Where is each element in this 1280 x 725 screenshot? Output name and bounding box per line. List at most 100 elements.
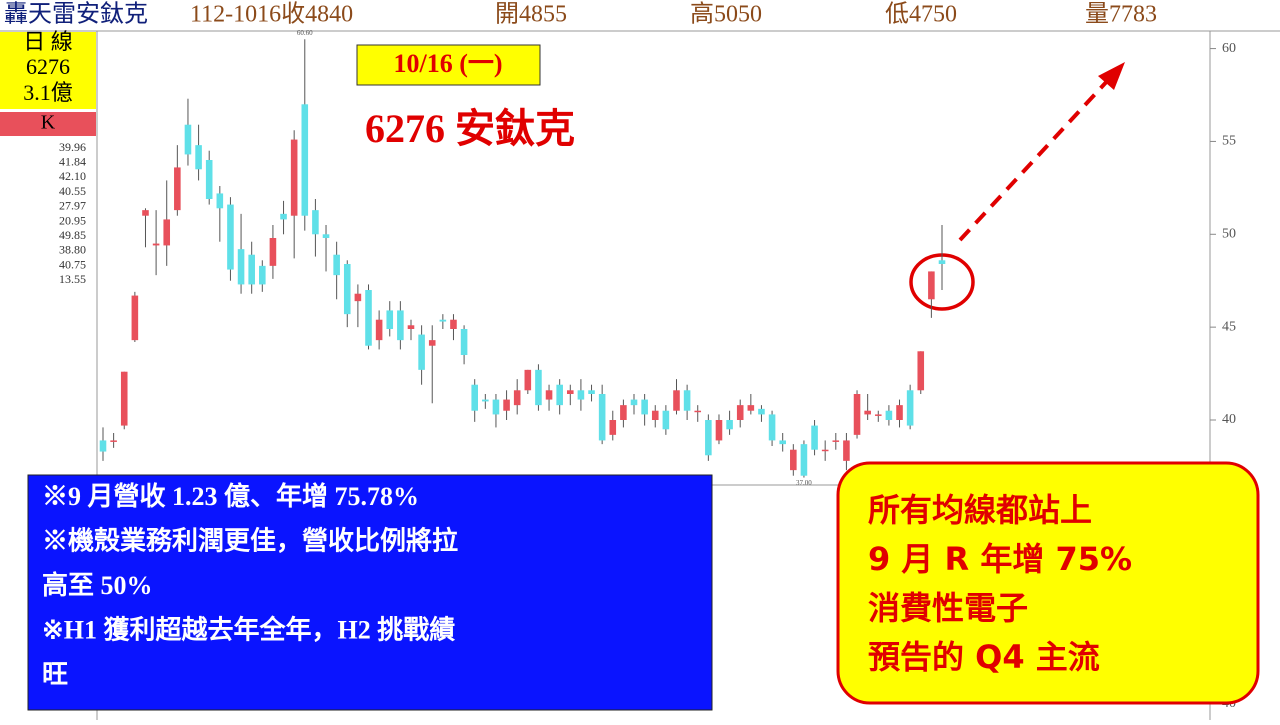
high: 高5050 bbox=[690, 1, 762, 28]
candle-body bbox=[651, 410, 659, 420]
date-box bbox=[356, 44, 541, 86]
candle-body bbox=[566, 390, 574, 394]
candle-body bbox=[705, 420, 712, 456]
candle-body bbox=[333, 254, 340, 276]
candle-body bbox=[874, 414, 882, 416]
blue-note-line: 高至 50% bbox=[42, 570, 153, 600]
y-tick-label: 50 bbox=[1222, 227, 1236, 242]
side-value: 40.55 bbox=[59, 184, 86, 198]
candle-body bbox=[726, 420, 733, 430]
date-label: 10/16 (一) bbox=[393, 49, 502, 78]
high-label: 60.60 bbox=[297, 29, 313, 37]
yellow-note-line: 預告的 Q4 主流 bbox=[868, 638, 1100, 676]
yellow-note-line: 9 月 R 年增 75% bbox=[868, 540, 1132, 578]
candle-body bbox=[407, 325, 415, 329]
blue-note-line: ※H1 獲利超越去年全年，H2 挑戰績 bbox=[42, 614, 455, 644]
candle-body bbox=[747, 405, 755, 411]
candle-body bbox=[768, 414, 776, 441]
candle-body bbox=[906, 390, 914, 426]
candle-body bbox=[513, 390, 521, 406]
blue-note-line: ※機殼業務利潤更佳，營收比例將拉 bbox=[42, 525, 458, 555]
candle-body bbox=[577, 390, 585, 400]
candle-body bbox=[556, 384, 563, 406]
candle-body bbox=[152, 243, 160, 246]
candle-body bbox=[184, 124, 192, 155]
candle-body bbox=[216, 193, 224, 209]
candle-body bbox=[928, 271, 935, 300]
blue-note-line: ※9 月營收 1.23 億、年增 75.78% bbox=[42, 481, 419, 511]
candle-body bbox=[535, 369, 542, 406]
candle-body bbox=[280, 213, 287, 220]
candle-body bbox=[322, 234, 330, 238]
side-value: 13.55 bbox=[59, 272, 86, 286]
side-value: 39.96 bbox=[59, 140, 86, 154]
candle-body bbox=[99, 440, 107, 452]
yellow-note bbox=[836, 461, 1260, 705]
candle-body bbox=[715, 420, 723, 441]
side-value: 42.10 bbox=[59, 169, 86, 183]
candle-body bbox=[237, 249, 245, 285]
candle-body bbox=[460, 329, 468, 355]
candle-body bbox=[779, 440, 786, 445]
side-value: 27.97 bbox=[59, 199, 86, 213]
candle-body bbox=[269, 238, 277, 266]
candle-body bbox=[290, 139, 298, 216]
stock-name: 轟天雷安鈦克 bbox=[4, 1, 148, 28]
blue-note bbox=[27, 474, 713, 711]
candle-body bbox=[917, 351, 925, 391]
candle-body bbox=[365, 290, 372, 346]
period: 日 線 bbox=[23, 29, 73, 54]
candle-body bbox=[864, 410, 871, 415]
side-value: 41.84 bbox=[59, 154, 86, 168]
volume: 量7783 bbox=[1085, 2, 1157, 28]
candle-body bbox=[163, 219, 171, 246]
candle-body bbox=[450, 319, 457, 329]
candle-body bbox=[545, 390, 553, 400]
candle-body bbox=[683, 390, 691, 411]
candle-body bbox=[492, 399, 500, 415]
candle-body bbox=[598, 394, 606, 441]
side-value: 49.85 bbox=[59, 228, 86, 242]
candle-body bbox=[142, 210, 149, 216]
y-tick-label: 55 bbox=[1222, 134, 1236, 149]
y-tick-label: 60 bbox=[1222, 41, 1236, 56]
candle-body bbox=[503, 399, 510, 411]
candle-body bbox=[301, 104, 309, 216]
yellow-note-line: 所有均線都站上 bbox=[868, 491, 1092, 529]
candle-body bbox=[821, 449, 829, 452]
candle-body bbox=[896, 405, 903, 420]
candle-body bbox=[131, 295, 139, 341]
candle-body bbox=[843, 440, 850, 461]
candle-body bbox=[588, 390, 595, 394]
candle-body bbox=[524, 369, 532, 391]
open: 開4855 bbox=[495, 2, 567, 28]
candle-body bbox=[397, 310, 404, 341]
candle-body bbox=[885, 410, 893, 420]
candle-body bbox=[386, 310, 394, 329]
candle-body bbox=[736, 405, 744, 420]
side-value: 20.95 bbox=[59, 213, 86, 227]
side-box bbox=[0, 32, 96, 109]
candle-body bbox=[800, 444, 808, 476]
low: 低4750 bbox=[885, 1, 957, 28]
candle-body bbox=[259, 265, 266, 285]
close: 112-1016收4840 bbox=[190, 1, 353, 28]
yellow-note-line: 消費性電子 bbox=[868, 589, 1028, 627]
candle-body bbox=[248, 254, 255, 285]
candle-body bbox=[630, 399, 638, 406]
candle-body bbox=[428, 340, 436, 346]
code: 6276 bbox=[26, 54, 70, 79]
candle-body bbox=[662, 410, 670, 430]
candle-body bbox=[195, 145, 202, 170]
candle-body bbox=[471, 384, 479, 411]
candle-body bbox=[811, 425, 818, 450]
y-tick-label: 45 bbox=[1222, 319, 1236, 334]
mode: K bbox=[41, 112, 56, 134]
low-label: 37.00 bbox=[796, 479, 812, 487]
side-value: 38.80 bbox=[59, 243, 86, 257]
candle-body bbox=[790, 449, 797, 471]
candle-body bbox=[673, 390, 680, 411]
arrow-head bbox=[1098, 62, 1125, 90]
candle-body bbox=[938, 260, 946, 264]
